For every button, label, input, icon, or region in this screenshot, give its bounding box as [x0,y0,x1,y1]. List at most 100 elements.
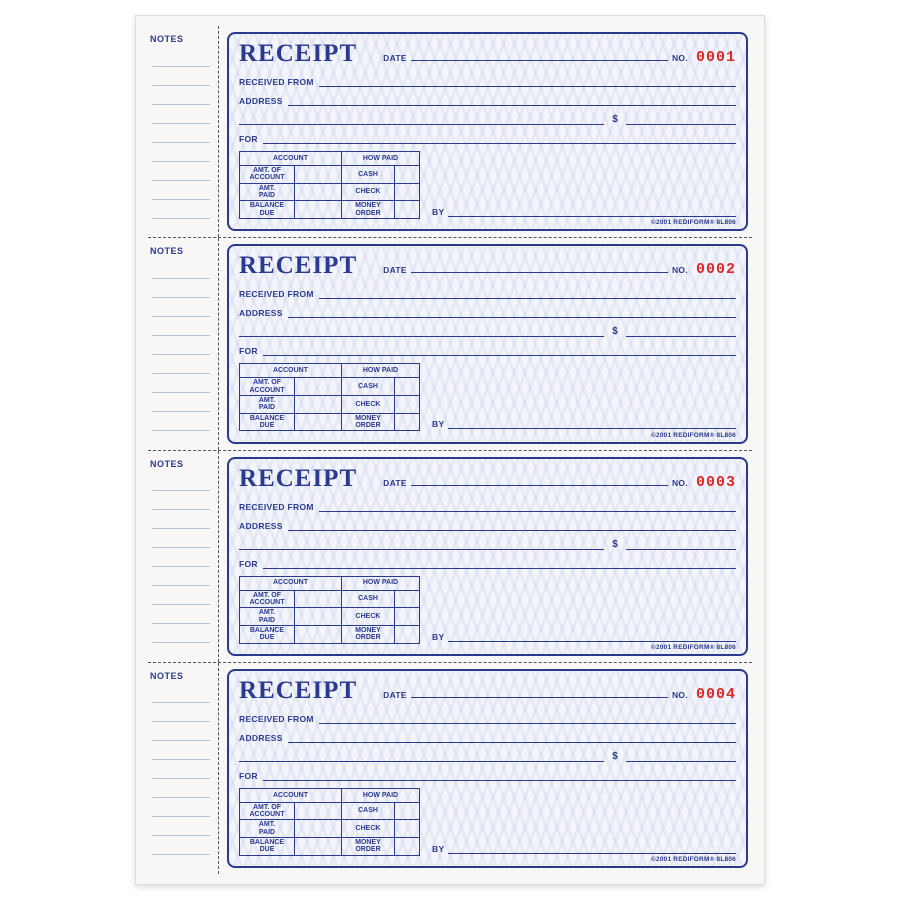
balance-due-label: BALANCEDUE [240,201,295,219]
money-order-label: MONEYORDER [342,413,395,431]
address-field[interactable] [288,307,736,318]
date-field[interactable] [411,474,668,486]
date-label: DATE [383,265,407,275]
for-field[interactable] [263,770,736,781]
address-field-2[interactable] [239,539,604,550]
amount-field[interactable] [626,326,736,337]
check-label: CHECK [342,820,395,838]
check-label: CHECK [342,183,395,201]
by-field[interactable] [448,842,736,854]
dollar-sign: $ [609,751,621,762]
notes-label: NOTES [150,246,214,256]
amt-of-account-field[interactable] [295,378,342,396]
dollar-sign: $ [609,539,621,550]
received-from-field[interactable] [319,76,736,87]
receipt-title: RECEIPT [239,40,357,68]
balance-due-field[interactable] [295,838,342,856]
balance-due-field[interactable] [295,413,342,431]
amt-of-account-label: AMT. OFACCOUNT [240,802,295,820]
for-field[interactable] [263,345,736,356]
received-from-label: RECEIVED FROM [239,714,314,724]
how-paid-header: HOW PAID [342,576,420,590]
perforation [218,663,219,874]
money-order-label: MONEYORDER [342,838,395,856]
received-from-field[interactable] [319,288,736,299]
amt-of-account-label: AMT. OFACCOUNT [240,590,295,608]
receipt-body: RECEIPT DATE NO. 0002 RECEIVED FROM ADDR… [227,244,748,443]
cash-field[interactable] [395,166,420,184]
for-label: FOR [239,134,258,144]
check-field[interactable] [395,820,420,838]
address-field-2[interactable] [239,326,604,337]
address-field[interactable] [288,732,736,743]
money-order-field[interactable] [395,838,420,856]
receipt-title: RECEIPT [239,465,357,493]
amt-paid-label: AMT.PAID [240,820,295,838]
balance-due-field[interactable] [295,201,342,219]
for-field[interactable] [263,558,736,569]
check-field[interactable] [395,395,420,413]
for-label: FOR [239,559,258,569]
received-from-field[interactable] [319,713,736,724]
payment-table: ACCOUNT HOW PAID AMT. OFACCOUNT CASH AMT… [239,363,420,431]
cash-field[interactable] [395,802,420,820]
notes-stub: NOTES [148,238,218,449]
by-field[interactable] [448,417,736,429]
notes-label: NOTES [150,671,214,681]
address-label: ADDRESS [239,733,283,743]
number-label: NO. [672,265,688,275]
payment-table: ACCOUNT HOW PAID AMT. OFACCOUNT CASH AMT… [239,576,420,644]
address-field-2[interactable] [239,751,604,762]
check-field[interactable] [395,608,420,626]
amt-of-account-field[interactable] [295,802,342,820]
date-label: DATE [383,690,407,700]
notes-stub: NOTES [148,26,218,237]
dollar-sign: $ [609,326,621,337]
copyright-footer: ©2001 REDIFORM® 8L806 [651,856,736,863]
amount-field[interactable] [626,751,736,762]
amount-field[interactable] [626,114,736,125]
date-field[interactable] [411,49,668,61]
receipt-title: RECEIPT [239,252,357,280]
money-order-field[interactable] [395,625,420,643]
date-field[interactable] [411,261,668,273]
receipt-body: RECEIPT DATE NO. 0003 RECEIVED FROM ADDR… [227,457,748,656]
balance-due-field[interactable] [295,625,342,643]
check-field[interactable] [395,183,420,201]
amt-of-account-label: AMT. OFACCOUNT [240,378,295,396]
for-label: FOR [239,346,258,356]
copyright-footer: ©2001 REDIFORM® 8L806 [651,432,736,439]
amount-field[interactable] [626,539,736,550]
notes-label: NOTES [150,34,214,44]
amt-of-account-field[interactable] [295,590,342,608]
how-paid-header: HOW PAID [342,152,420,166]
for-field[interactable] [263,133,736,144]
address-field-2[interactable] [239,114,604,125]
received-from-label: RECEIVED FROM [239,289,314,299]
notes-stub: NOTES [148,451,218,662]
money-order-field[interactable] [395,201,420,219]
receipt-number: 0002 [696,261,736,278]
address-label: ADDRESS [239,521,283,531]
amt-paid-field[interactable] [295,608,342,626]
received-from-field[interactable] [319,501,736,512]
by-field[interactable] [448,630,736,642]
number-label: NO. [672,53,688,63]
date-field[interactable] [411,686,668,698]
address-label: ADDRESS [239,96,283,106]
address-field[interactable] [288,95,736,106]
amt-paid-field[interactable] [295,183,342,201]
money-order-field[interactable] [395,413,420,431]
cash-field[interactable] [395,378,420,396]
cash-field[interactable] [395,590,420,608]
receipt-title: RECEIPT [239,677,357,705]
by-field[interactable] [448,205,736,217]
amt-of-account-field[interactable] [295,166,342,184]
receipt-book: NOTES RECEIPT DATE NO. 0001 RECEIVED FRO… [135,15,765,885]
date-label: DATE [383,53,407,63]
receipt-body: RECEIPT DATE NO. 0004 RECEIVED FROM ADDR… [227,669,748,868]
amt-paid-field[interactable] [295,395,342,413]
address-field[interactable] [288,520,736,531]
payment-table: ACCOUNT HOW PAID AMT. OFACCOUNT CASH AMT… [239,151,420,219]
amt-paid-field[interactable] [295,820,342,838]
